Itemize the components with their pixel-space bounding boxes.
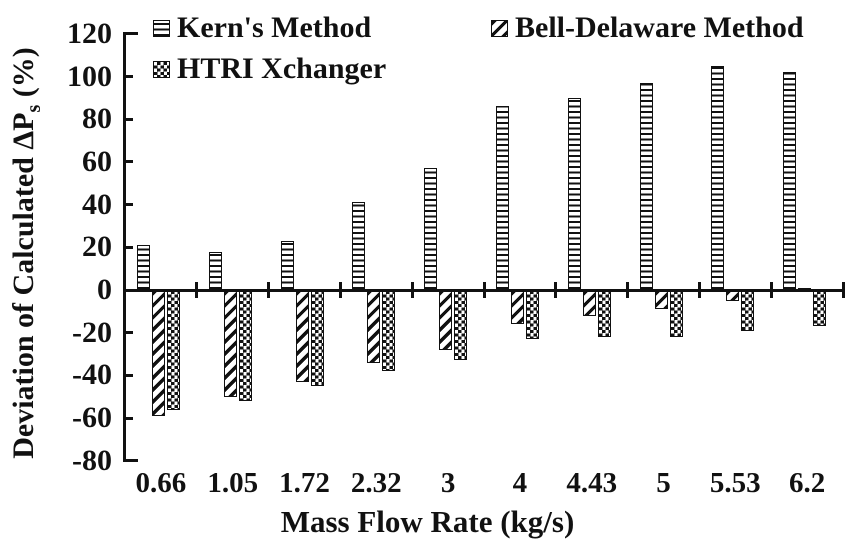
bar-htri-xchanger-4 xyxy=(526,290,539,340)
y-tick-label: -40 xyxy=(72,358,112,392)
y-axis-title-suffix: (%) xyxy=(7,47,40,105)
y-tick-label: -60 xyxy=(72,401,112,435)
bar-kern-s-method-1.05 xyxy=(208,251,222,290)
x-tick-label: 1.72 xyxy=(279,467,330,499)
bar-kern-s-method-0.66 xyxy=(137,245,150,290)
bar-bell-delaware-method-0.66 xyxy=(152,290,165,416)
legend-item-kern: Kern's Method xyxy=(153,12,371,44)
bar-htri-xchanger-1.05 xyxy=(238,290,252,402)
x-tick-label: 3 xyxy=(440,467,456,499)
bar-kern-s-method-5.53 xyxy=(711,65,725,290)
y-tick xyxy=(125,75,133,78)
y-tick-label: 20 xyxy=(82,230,112,264)
y-tick-label: 60 xyxy=(82,144,112,178)
x-tick xyxy=(410,282,414,298)
x-axis-title: Mass Flow Rate (kg/s) xyxy=(280,504,575,539)
legend-label-htri: HTRI Xchanger xyxy=(177,52,387,85)
y-tick-label: -80 xyxy=(72,443,112,477)
bar-bell-delaware-method-1.72 xyxy=(295,290,309,382)
y-tick-label: 40 xyxy=(82,187,112,221)
bar-htri-xchanger-6.2 xyxy=(813,290,827,327)
y-tick xyxy=(125,32,138,36)
legend-item-bell-delaware: Bell-Delaware Method xyxy=(491,12,804,44)
bar-htri-xchanger-5.53 xyxy=(741,290,755,331)
y-axis-title-main: Deviation of Calculated ΔP xyxy=(7,112,40,459)
x-tick xyxy=(626,282,630,298)
bar-htri-xchanger-4.43 xyxy=(597,290,611,337)
y-tick xyxy=(125,160,133,164)
x-tick-label: 4.43 xyxy=(566,467,618,499)
bar-bell-delaware-method-1.05 xyxy=(223,290,237,397)
y-tick-label: -20 xyxy=(72,315,112,349)
bar-bell-delaware-method-5 xyxy=(654,290,668,310)
x-tick xyxy=(338,282,342,298)
x-tick xyxy=(195,282,199,298)
bar-kern-s-method-6.2 xyxy=(783,72,797,290)
x-tick xyxy=(697,282,701,298)
x-tick xyxy=(769,282,773,298)
bar-htri-xchanger-1.72 xyxy=(310,290,324,387)
x-tick-label: 5.53 xyxy=(709,467,761,499)
x-tick-label: 4 xyxy=(512,467,528,499)
x-tick-label: 5 xyxy=(656,467,671,499)
y-tick xyxy=(125,245,133,249)
bar-kern-s-method-4 xyxy=(496,106,509,290)
bar-bell-delaware-method-4 xyxy=(511,290,524,325)
bar-htri-xchanger-0.66 xyxy=(167,290,180,410)
y-tick xyxy=(125,373,133,377)
x-tick xyxy=(482,282,486,298)
x-tick xyxy=(267,282,271,298)
x-tick-label: 6.2 xyxy=(788,467,826,499)
x-tick xyxy=(841,282,845,298)
y-tick xyxy=(125,459,138,463)
y-tick-label: 80 xyxy=(82,102,112,136)
kern-pattern-swatch-icon xyxy=(153,19,170,37)
y-tick xyxy=(125,203,133,207)
y-axis-line xyxy=(123,32,126,462)
legend-label-kern: Kern's Method xyxy=(177,11,372,44)
x-tick-label: 1.05 xyxy=(207,467,259,499)
bar-htri-xchanger-5 xyxy=(669,290,683,337)
bar-kern-s-method-5 xyxy=(639,82,653,290)
bell-delaware-pattern-swatch-icon xyxy=(491,19,508,37)
htri-pattern-swatch-icon xyxy=(153,60,170,78)
y-tick-label: 0 xyxy=(97,273,112,306)
bar-kern-s-method-1.72 xyxy=(280,240,294,290)
bar-kern-s-method-2.32 xyxy=(352,202,366,290)
y-tick xyxy=(125,117,133,121)
legend-label-bell-delaware: Bell-Delaware Method xyxy=(515,11,804,44)
bar-bell-delaware-method-3 xyxy=(439,290,453,350)
y-axis-title: Deviation of Calculated ΔPs (%) xyxy=(6,23,45,483)
bar-htri-xchanger-3 xyxy=(454,290,468,361)
x-tick-label: 2.32 xyxy=(350,467,402,499)
bar-kern-s-method-4.43 xyxy=(567,97,581,290)
y-tick xyxy=(125,288,133,292)
y-tick-label: 100 xyxy=(67,59,112,93)
bar-bell-delaware-method-5.53 xyxy=(726,290,740,301)
bar-kern-s-method-3 xyxy=(424,168,438,290)
bar-bell-delaware-method-4.43 xyxy=(582,290,596,316)
legend-item-htri: HTRI Xchanger xyxy=(153,53,386,85)
bar-bell-delaware-method-2.32 xyxy=(367,290,381,363)
x-tick-label: 0.66 xyxy=(135,467,187,499)
y-tick-label: 120 xyxy=(67,16,112,50)
bar-htri-xchanger-2.32 xyxy=(382,290,396,372)
x-tick xyxy=(554,282,558,298)
y-tick xyxy=(125,416,133,420)
y-tick xyxy=(125,331,133,335)
